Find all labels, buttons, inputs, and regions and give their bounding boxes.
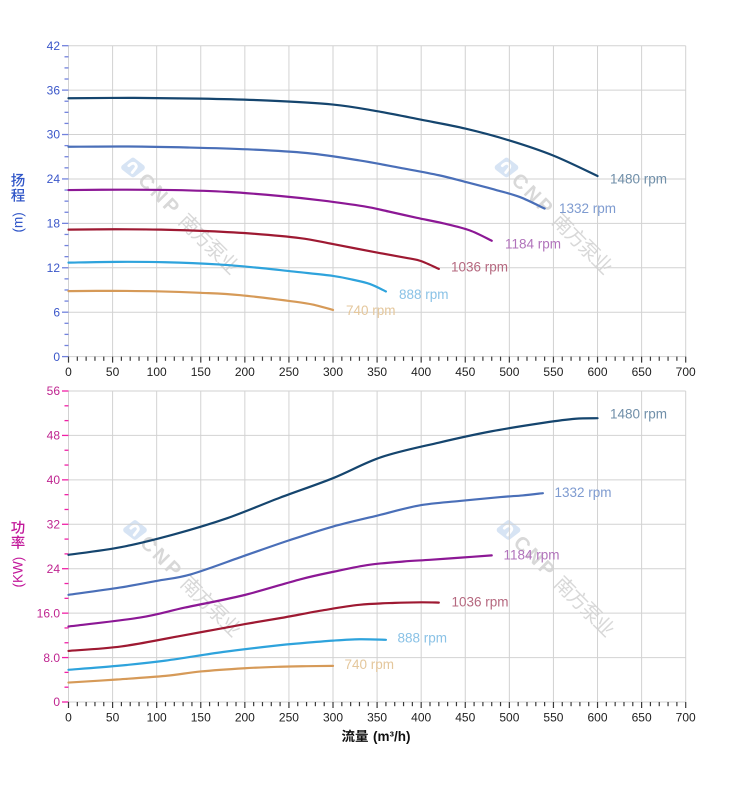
- svg-text:250: 250: [279, 711, 299, 725]
- svg-text:1332 rpm: 1332 rpm: [555, 485, 612, 500]
- svg-text:50: 50: [106, 365, 120, 379]
- svg-text:888 rpm: 888 rpm: [399, 287, 449, 302]
- svg-text:1480 rpm: 1480 rpm: [610, 406, 667, 421]
- svg-text:1036 rpm: 1036 rpm: [451, 259, 508, 274]
- svg-text:0: 0: [65, 365, 72, 379]
- svg-text:550: 550: [543, 365, 563, 379]
- svg-text:1184 rpm: 1184 rpm: [505, 236, 561, 251]
- svg-text:8.0: 8.0: [43, 651, 60, 665]
- svg-text:100: 100: [147, 711, 167, 725]
- svg-text:150: 150: [191, 365, 211, 379]
- svg-text:12: 12: [47, 261, 61, 275]
- svg-text:6: 6: [53, 305, 60, 319]
- svg-text:400: 400: [411, 365, 431, 379]
- svg-text:550: 550: [543, 711, 563, 725]
- svg-text:200: 200: [235, 365, 255, 379]
- svg-text:0: 0: [53, 695, 60, 709]
- svg-text:400: 400: [411, 711, 431, 725]
- svg-text:1036 rpm: 1036 rpm: [452, 594, 509, 609]
- svg-text:18: 18: [47, 217, 61, 231]
- svg-text:50: 50: [106, 711, 120, 725]
- svg-text:650: 650: [632, 711, 652, 725]
- svg-text:500: 500: [499, 365, 519, 379]
- svg-text:350: 350: [367, 365, 387, 379]
- svg-text:450: 450: [455, 365, 475, 379]
- svg-text:24: 24: [47, 172, 61, 186]
- svg-text:450: 450: [455, 711, 475, 725]
- svg-text:30: 30: [47, 128, 61, 142]
- svg-text:40: 40: [47, 473, 61, 487]
- svg-text:1184 rpm: 1184 rpm: [504, 547, 560, 562]
- svg-text:24: 24: [47, 562, 61, 576]
- svg-text:1332 rpm: 1332 rpm: [559, 201, 616, 216]
- svg-text:300: 300: [323, 711, 343, 725]
- svg-text:500: 500: [499, 711, 519, 725]
- svg-text:200: 200: [235, 711, 255, 725]
- svg-text:650: 650: [632, 365, 652, 379]
- svg-text:36: 36: [47, 83, 61, 97]
- svg-text:700: 700: [676, 711, 696, 725]
- svg-text:100: 100: [147, 365, 167, 379]
- svg-text:888 rpm: 888 rpm: [398, 630, 448, 645]
- svg-text:48: 48: [47, 429, 61, 443]
- svg-text:(m³/h): (m³/h): [373, 729, 411, 744]
- svg-text:32: 32: [47, 517, 61, 531]
- svg-text:300: 300: [323, 365, 343, 379]
- svg-text:740 rpm: 740 rpm: [346, 303, 396, 318]
- svg-text:42: 42: [47, 39, 61, 53]
- svg-text:700: 700: [676, 365, 696, 379]
- svg-text:0: 0: [53, 350, 60, 364]
- svg-text:56: 56: [47, 384, 61, 398]
- svg-text:150: 150: [191, 711, 211, 725]
- svg-text:1480 rpm: 1480 rpm: [610, 171, 667, 186]
- svg-text:600: 600: [588, 711, 608, 725]
- svg-text:250: 250: [279, 365, 299, 379]
- svg-text:16.0: 16.0: [37, 606, 61, 620]
- svg-text:350: 350: [367, 711, 387, 725]
- svg-text:740 rpm: 740 rpm: [345, 657, 395, 672]
- svg-text:0: 0: [65, 711, 72, 725]
- svg-text:600: 600: [588, 365, 608, 379]
- svg-text:(KW): (KW): [10, 557, 25, 588]
- svg-text:(m): (m): [10, 212, 25, 232]
